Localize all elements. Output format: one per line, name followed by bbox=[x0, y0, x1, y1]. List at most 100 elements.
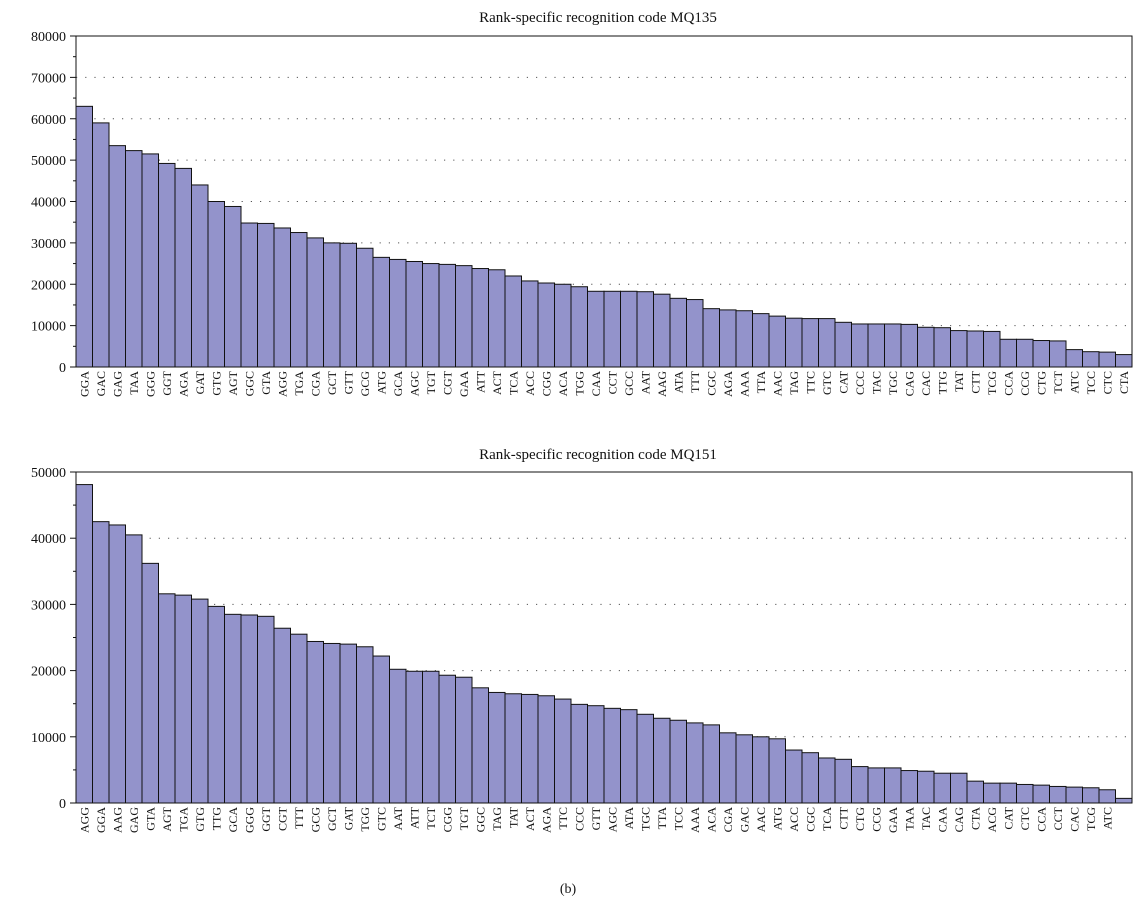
x-tick-label: GCC bbox=[622, 371, 636, 396]
x-tick-label: GAG bbox=[127, 807, 141, 833]
bar-GAC bbox=[735, 734, 753, 804]
x-tick-label: TCA bbox=[506, 371, 520, 395]
bar-ATA bbox=[669, 297, 687, 368]
bar-GTA bbox=[141, 562, 159, 804]
y-tick-label: 70000 bbox=[31, 71, 66, 86]
bar-AAG bbox=[108, 524, 126, 804]
x-tick-label: TGA bbox=[292, 371, 306, 396]
bar-AGC bbox=[405, 260, 423, 368]
bar-ACC bbox=[785, 749, 803, 804]
x-tick-label: TGC bbox=[638, 807, 652, 831]
x-tick-label: CGA bbox=[308, 371, 322, 397]
x-tick-label: GTT bbox=[341, 370, 355, 394]
chart-title: Rank-specific recognition code MQ135 bbox=[479, 10, 717, 26]
bar-TTG bbox=[207, 605, 225, 804]
x-tick-label: TTC bbox=[556, 807, 570, 830]
x-tick-label: ATA bbox=[622, 807, 636, 830]
y-tick-label: 50000 bbox=[31, 154, 66, 169]
bar-TAT bbox=[950, 330, 968, 368]
bar-TCT bbox=[1049, 340, 1067, 368]
x-tick-label: AAT bbox=[391, 806, 405, 830]
x-tick-label: GAC bbox=[94, 371, 108, 396]
bar-GCT bbox=[323, 642, 341, 804]
x-tick-label: CAT bbox=[1001, 806, 1015, 829]
bar-CGA bbox=[719, 732, 737, 804]
bar-ATG bbox=[372, 256, 390, 368]
bar-CTT bbox=[966, 330, 984, 368]
chart-mq135: Rank-specific recognition code MQ135 0 10… bbox=[31, 10, 1133, 397]
figure-caption: (b) bbox=[560, 882, 577, 897]
bar-TCA bbox=[504, 275, 522, 368]
bar-GGA bbox=[92, 521, 110, 804]
bar-ATC bbox=[1098, 789, 1116, 804]
bar-TTA bbox=[653, 717, 671, 804]
x-tick-label: CCA bbox=[1001, 371, 1015, 396]
x-tick-label: GGC bbox=[473, 807, 487, 832]
bar-CAC bbox=[1065, 786, 1083, 804]
bar-TAC bbox=[917, 770, 935, 804]
bar-ATG bbox=[768, 738, 786, 804]
x-tick-label: AGC bbox=[605, 807, 619, 832]
x-tick-label: TCG bbox=[985, 371, 999, 395]
y-tick-label: 10000 bbox=[31, 320, 66, 335]
x-tick-label: GCG bbox=[358, 371, 372, 397]
x-tick-label: TAG bbox=[787, 371, 801, 395]
bar-AGA bbox=[719, 309, 737, 368]
x-tick-label: CCA bbox=[1034, 807, 1048, 832]
y-tick-label: 20000 bbox=[31, 278, 66, 293]
bar-CAA bbox=[587, 290, 605, 368]
y-tick-label: 40000 bbox=[31, 532, 66, 547]
x-tick-label: AGG bbox=[275, 371, 289, 397]
x-tick-label: CCG bbox=[1018, 371, 1032, 396]
bar-GAA bbox=[884, 767, 902, 804]
bar-CAG bbox=[900, 323, 918, 368]
x-tick-label: ACG bbox=[985, 807, 999, 833]
y-tick-label: 50000 bbox=[31, 466, 66, 481]
x-tick-label: GAT bbox=[341, 806, 355, 830]
x-tick-label: GTA bbox=[259, 371, 273, 395]
bar-GGG bbox=[141, 153, 159, 368]
bar-TGA bbox=[290, 232, 308, 368]
x-tick-label: GCA bbox=[391, 371, 405, 397]
x-tick-label: AGT bbox=[226, 370, 240, 395]
bar-GAA bbox=[455, 265, 473, 368]
bar-AGG bbox=[75, 484, 93, 804]
x-tick-label: TTG bbox=[935, 371, 949, 395]
x-tick-label: GTC bbox=[820, 371, 834, 395]
bar-GGA bbox=[75, 105, 93, 368]
bar-GGT bbox=[158, 162, 176, 368]
x-tick-label: CAG bbox=[952, 807, 966, 833]
x-tick-label: TTT bbox=[688, 370, 702, 393]
bar-GTG bbox=[191, 598, 209, 804]
x-tick-label: AGA bbox=[539, 807, 553, 833]
bar-TCC bbox=[1082, 351, 1100, 368]
x-tick-label: CTA bbox=[968, 807, 982, 830]
bar-CGT bbox=[438, 263, 456, 368]
x-tick-label: CGC bbox=[803, 807, 817, 832]
bar-TCT bbox=[422, 670, 440, 804]
bar-GCT bbox=[323, 242, 341, 368]
x-tick-label: ACA bbox=[556, 371, 570, 397]
x-tick-label: CGA bbox=[721, 807, 735, 833]
x-tick-label: TAC bbox=[919, 807, 933, 830]
bar-CTA bbox=[1115, 354, 1133, 368]
bar-GAT bbox=[191, 184, 209, 368]
x-tick-label: ACC bbox=[787, 807, 801, 832]
bar-TCG bbox=[983, 330, 1001, 368]
bar-CCA bbox=[1032, 784, 1050, 804]
bar-CAC bbox=[917, 326, 935, 368]
bar-TGC bbox=[636, 713, 654, 804]
bar-GCG bbox=[306, 640, 324, 804]
bar-ACA bbox=[554, 283, 572, 368]
bar-AAT bbox=[389, 668, 407, 804]
bar-CCA bbox=[999, 338, 1017, 368]
x-tick-label: GCT bbox=[325, 370, 339, 395]
bar-GGC bbox=[471, 687, 489, 804]
x-tick-label: GGG bbox=[143, 371, 157, 397]
bar-ACG bbox=[983, 782, 1001, 804]
x-tick-label: CAG bbox=[902, 371, 916, 397]
x-tick-label: CTG bbox=[1034, 371, 1048, 395]
x-tick-label: TAG bbox=[490, 807, 504, 831]
x-tick-label: ACT bbox=[523, 806, 537, 831]
x-tick-label: CAT bbox=[836, 370, 850, 393]
